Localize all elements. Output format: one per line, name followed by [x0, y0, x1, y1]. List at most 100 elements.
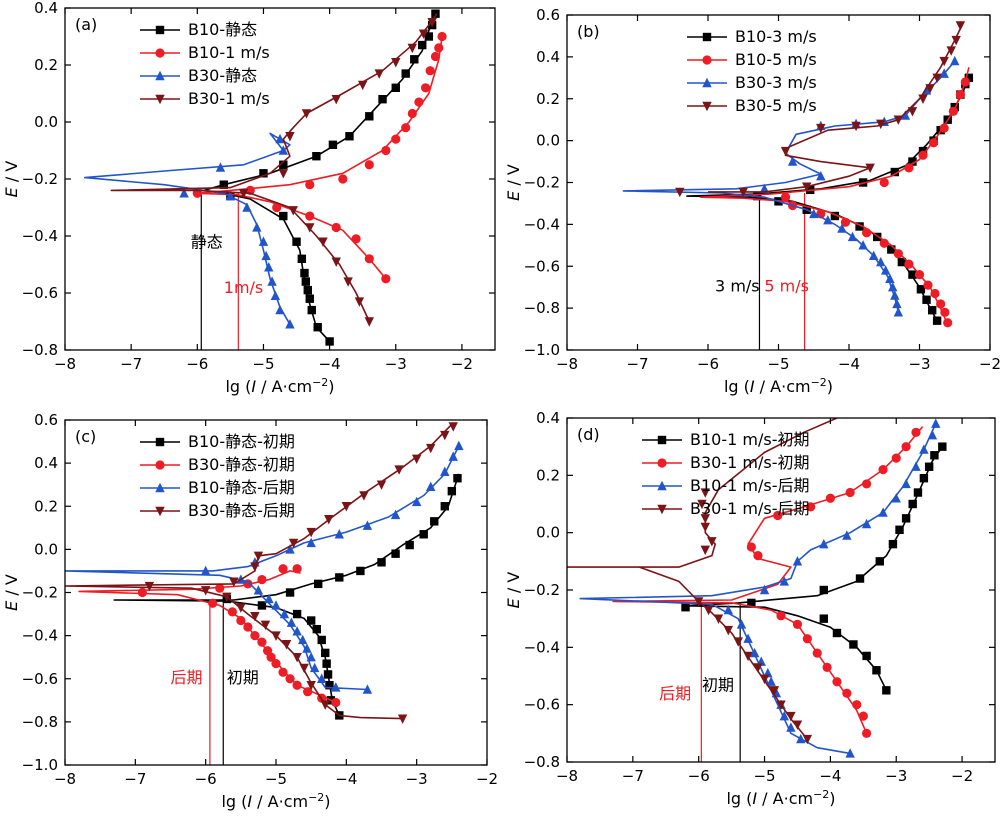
data-point	[292, 237, 301, 246]
data-point	[301, 277, 310, 286]
data-point	[299, 663, 309, 674]
x-axis-label: lg (I / A·cm−2)	[221, 791, 330, 811]
data-point	[900, 110, 911, 120]
legend-item: B10-1 m/s-初期	[642, 430, 809, 449]
data-point	[759, 674, 770, 685]
legend-item: B30-静态-后期	[140, 501, 295, 520]
y-tick-label: 0.2	[34, 56, 58, 74]
data-point	[236, 615, 246, 626]
data-point	[354, 297, 365, 307]
data-point	[904, 259, 914, 269]
data-point	[819, 614, 828, 623]
data-point	[306, 527, 316, 538]
data-point	[773, 510, 783, 521]
data-point	[179, 188, 189, 198]
data-point	[759, 584, 770, 595]
data-point	[250, 631, 260, 641]
reference-line-label: 初期	[227, 668, 259, 687]
data-point	[851, 121, 861, 132]
data-point	[916, 285, 926, 294]
data-point	[700, 545, 710, 556]
data-point	[713, 614, 724, 624]
y-tick-label: 0.0	[34, 540, 58, 558]
data-point	[225, 190, 236, 201]
data-point	[738, 187, 748, 198]
data-point	[927, 430, 938, 440]
data-point	[837, 223, 847, 233]
data-point	[345, 132, 354, 141]
y-tick-label: −0.2	[22, 584, 58, 602]
x-axis-label: lg (I / A·cm−2)	[724, 376, 833, 396]
y-tick-label: −1.0	[22, 756, 58, 774]
data-point	[325, 681, 334, 690]
x-tick-label: −2	[951, 767, 973, 785]
data-point	[365, 112, 374, 121]
data-point	[918, 150, 928, 160]
data-point	[893, 249, 903, 259]
legend-marker	[702, 32, 712, 42]
data-point	[414, 97, 424, 107]
data-point	[911, 461, 921, 471]
y-tick-label: 0.2	[34, 497, 58, 515]
data-point	[410, 55, 419, 64]
data-point	[261, 250, 271, 261]
data-point	[427, 18, 437, 28]
data-point	[238, 189, 249, 199]
data-point	[779, 576, 789, 586]
data-point	[895, 525, 904, 534]
data-point	[776, 700, 786, 710]
data-point	[749, 647, 760, 658]
x-tick-label: −8	[556, 767, 578, 785]
data-point	[447, 486, 457, 496]
legend-label: B30-1 m/s-后期	[690, 499, 809, 518]
data-point	[144, 581, 155, 592]
x-tick-label: −4	[335, 770, 357, 788]
data-point	[285, 674, 295, 684]
data-point	[227, 607, 237, 617]
data-point	[405, 540, 414, 550]
y-tick-label: −0.4	[22, 627, 58, 645]
data-point	[258, 236, 269, 246]
legend-label: B10-1 m/s	[188, 43, 270, 62]
legend-item: B10-静态	[140, 20, 257, 39]
legend-marker	[155, 25, 165, 35]
data-point	[407, 108, 417, 119]
data-point	[939, 68, 949, 78]
data-point	[281, 640, 292, 650]
legend-marker	[155, 482, 165, 493]
y-axis-label: E / V	[2, 574, 21, 611]
data-point	[440, 502, 449, 511]
data-point	[362, 684, 373, 694]
legend-marker	[702, 55, 712, 65]
legend-label: B10-3 m/s	[735, 27, 817, 46]
chart-panel: 静态 1m/s −8 −7 −6 −5 −4 −3 −2 −0.8 −0.6 −0.4 −0.2 0.0 0…	[2, 0, 496, 396]
panel-label: (d)	[577, 425, 600, 444]
data-point	[862, 728, 872, 738]
data-point	[862, 479, 872, 489]
data-point	[407, 43, 418, 54]
data-point	[703, 605, 714, 616]
data-point	[401, 69, 410, 78]
panel-label: (b)	[577, 22, 600, 41]
data-point	[892, 298, 902, 309]
data-point	[723, 625, 734, 636]
data-point	[331, 95, 341, 105]
data-point	[964, 73, 974, 83]
data-point	[931, 418, 941, 428]
y-tick-label: −0.6	[22, 284, 58, 302]
data-point	[893, 115, 904, 125]
data-point	[317, 635, 326, 645]
plot-area	[622, 21, 974, 328]
data-point	[448, 451, 458, 461]
data-point	[923, 280, 933, 290]
data-point	[802, 634, 812, 644]
data-point	[868, 250, 879, 260]
x-axis-label: lg (I / A·cm−2)	[225, 376, 334, 396]
data-point	[292, 652, 302, 663]
data-point	[893, 307, 904, 317]
y-tick-label: 0.4	[536, 48, 560, 66]
data-point	[919, 444, 929, 454]
data-point	[351, 234, 361, 244]
data-point	[362, 520, 373, 530]
data-point	[880, 265, 891, 275]
